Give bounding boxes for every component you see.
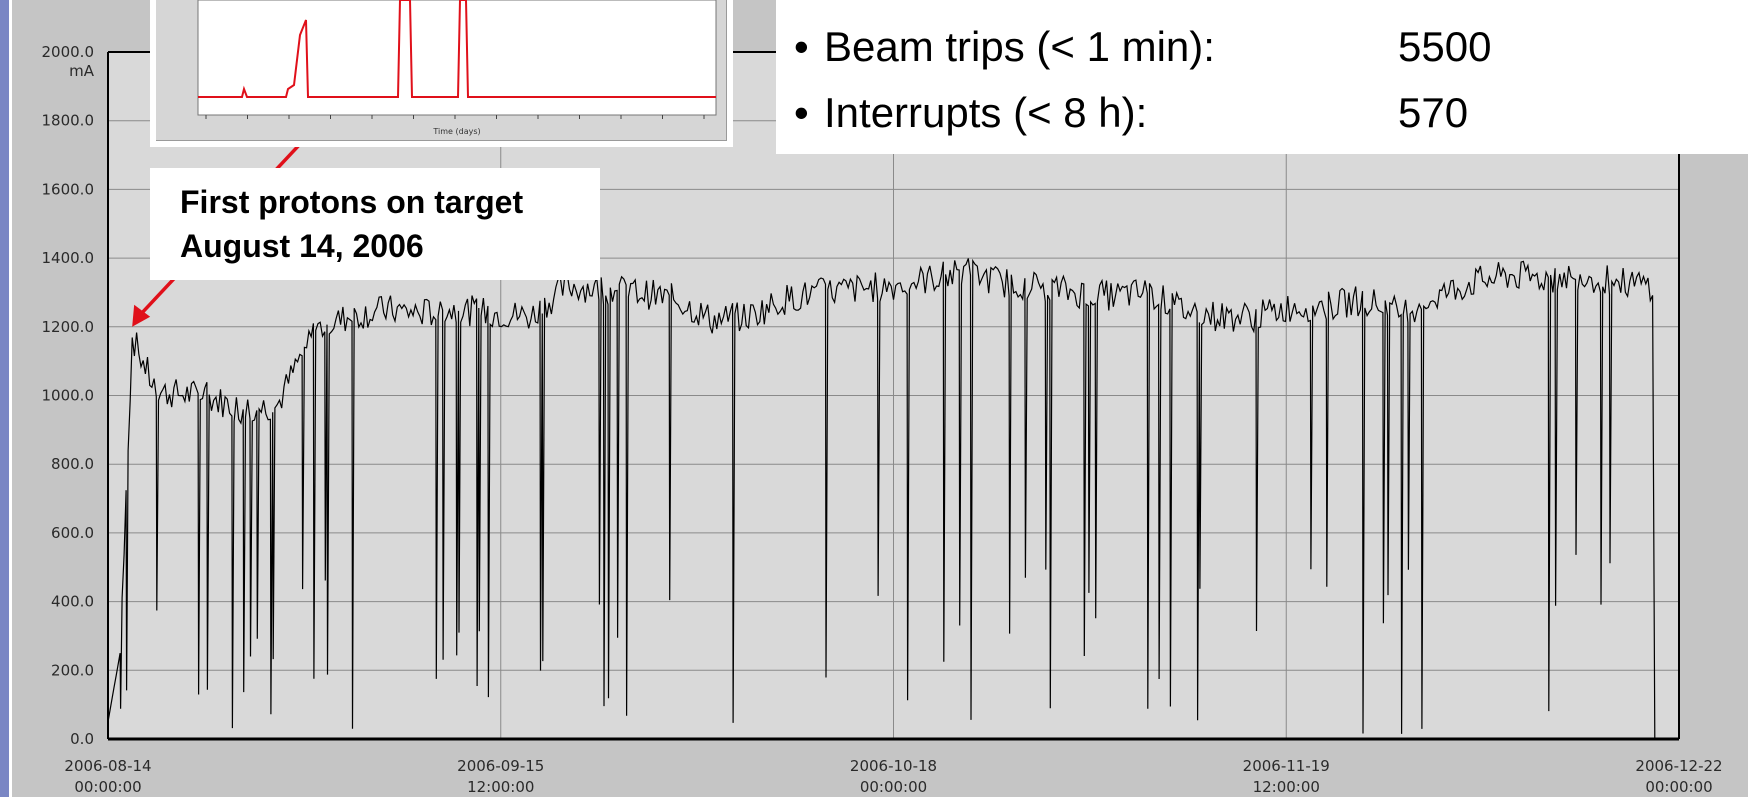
stats-box: • Beam trips (< 1 min): 5500 • Interrupt… (776, 0, 1748, 154)
stat-value: 570 (1398, 89, 1469, 136)
annotation-line-2: August 14, 2006 (180, 228, 424, 264)
y-tick-label: 800.0 (51, 455, 94, 473)
y-tick-label: 400.0 (51, 593, 94, 611)
x-tick-date: 2006-09-15 (457, 757, 544, 775)
y-tick-label: 2000.0 (42, 43, 95, 61)
inset-x-label: Time (days) (432, 127, 480, 136)
annotation-line-1: First protons on target (180, 184, 524, 220)
inset-panel: Time (days) (156, 0, 727, 141)
inset-chart: Time (days) (197, 0, 717, 136)
x-tick-time: 12:00:00 (1253, 778, 1320, 796)
y-axis-unit: mA (69, 62, 95, 80)
beam-current-trace (107, 258, 1656, 740)
inset-plot-area (197, 0, 717, 116)
stat-label: Beam trips (< 1 min): (824, 23, 1215, 70)
stat-row-interrupts: • Interrupts (< 8 h): 570 (794, 88, 1468, 138)
y-tick-label: 1200.0 (42, 318, 95, 336)
x-tick-date: 2006-12-22 (1635, 757, 1722, 775)
y-tick-label: 0.0 (70, 730, 94, 748)
y-tick-label: 200.0 (51, 661, 94, 679)
stat-value: 5500 (1398, 23, 1492, 70)
x-tick-date: 2006-10-18 (850, 757, 937, 775)
y-tick-label: 1400.0 (42, 249, 95, 267)
stat-label: Interrupts (< 8 h): (824, 89, 1148, 136)
y-tick-label: 600.0 (51, 524, 94, 542)
y-tick-label: 1000.0 (42, 387, 95, 405)
x-tick-time: 00:00:00 (74, 778, 141, 796)
annotation-arrow-head (132, 304, 151, 327)
x-tick-date: 2006-11-19 (1243, 757, 1330, 775)
y-tick-labels: 0.0 200.0 400.0 600.0 800.0 1000.0 1200.0 1400.… (42, 43, 95, 748)
y-tick-label: 1800.0 (42, 112, 95, 130)
bullet: • (794, 89, 809, 136)
x-tick-time: 00:00:00 (860, 778, 927, 796)
bullet: • (794, 23, 809, 70)
x-tick-labels: 2006-08-14 00:00:00 2006-09-15 12:00:00 2006… (64, 757, 1722, 796)
inset-plot: Time (days) (150, 0, 733, 147)
annotation-box: First protons on target August 14, 2006 (150, 168, 600, 280)
x-tick-time: 00:00:00 (1645, 778, 1712, 796)
slide-side-bar (0, 0, 9, 797)
x-tick-time: 12:00:00 (467, 778, 534, 796)
stat-row-beam-trips: • Beam trips (< 1 min): 5500 (794, 22, 1491, 72)
inset-trace (198, 0, 716, 98)
x-tick-date: 2006-08-14 (64, 757, 151, 775)
y-tick-label: 1600.0 (42, 180, 95, 198)
beam-current-line (107, 258, 1656, 740)
